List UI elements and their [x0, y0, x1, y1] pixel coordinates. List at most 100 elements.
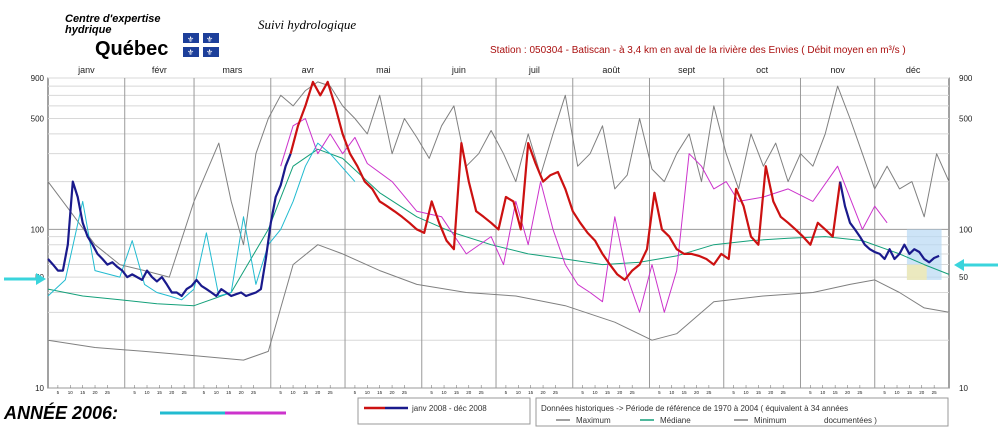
month-label-1: févr — [152, 65, 167, 75]
month-label-2: mars — [222, 65, 242, 75]
org-line-1: Centre d'expertise — [65, 13, 161, 25]
series-2008-nov-dec — [839, 181, 940, 264]
series-2006-second — [280, 118, 888, 313]
day-tick-label: 25 — [328, 390, 334, 395]
day-tick-label: 5 — [658, 390, 661, 395]
day-tick-label: 10 — [68, 390, 74, 395]
day-tick-label: 25 — [630, 390, 636, 395]
day-tick-label: 20 — [169, 390, 175, 395]
day-tick-label: 15 — [528, 390, 534, 395]
right-arrow-icon — [954, 259, 998, 271]
day-tick-label: 15 — [833, 390, 839, 395]
left-arrow-icon — [4, 273, 46, 285]
series-minimum — [47, 244, 950, 361]
day-tick-label: 10 — [442, 390, 448, 395]
day-tick-label: 20 — [845, 390, 851, 395]
day-tick-label: 5 — [581, 390, 584, 395]
annee-label: ANNÉE 2006: — [3, 402, 118, 423]
day-tick-label: 15 — [907, 390, 913, 395]
month-label-4: mai — [376, 65, 391, 75]
day-tick-label: 25 — [402, 390, 408, 395]
day-tick-label: 20 — [541, 390, 547, 395]
day-tick-label: 20 — [315, 390, 321, 395]
day-tick-label: 10 — [516, 390, 522, 395]
day-tick-label: 10 — [365, 390, 371, 395]
month-label-7: août — [602, 65, 620, 75]
day-tick-label: 25 — [932, 390, 938, 395]
day-tick-label: 10 — [744, 390, 750, 395]
day-tick-label: 25 — [182, 390, 188, 395]
day-tick-label: 20 — [694, 390, 700, 395]
day-tick-label: 20 — [919, 390, 925, 395]
day-tick-label: 25 — [857, 390, 863, 395]
y-tick-label-left: 500 — [31, 114, 45, 123]
month-label-5: juin — [451, 65, 466, 75]
month-label-11: déc — [906, 65, 921, 75]
series-2008-jan-mar — [47, 153, 292, 298]
day-tick-label: 25 — [479, 390, 485, 395]
day-tick-label: 25 — [781, 390, 787, 395]
y-tick-label-right: 10 — [959, 384, 968, 393]
day-tick-label: 5 — [133, 390, 136, 395]
day-tick-label: 10 — [593, 390, 599, 395]
series-lines — [47, 80, 950, 361]
day-tick-label: 15 — [226, 390, 232, 395]
series-2008-apr-nov — [289, 80, 842, 281]
day-tick-label: 5 — [57, 390, 60, 395]
legend-max-label: Maximum — [576, 416, 611, 425]
day-tick-label: 20 — [768, 390, 774, 395]
day-tick-label: 10 — [669, 390, 675, 395]
legend-min-label: Minimum — [754, 416, 787, 425]
month-label-10: nov — [830, 65, 845, 75]
day-tick-label: 10 — [820, 390, 826, 395]
day-tick-label: 20 — [466, 390, 472, 395]
series-2006-first — [47, 142, 356, 301]
day-tick-label: 15 — [303, 390, 309, 395]
legend-median-label: Médiane — [660, 416, 691, 425]
svg-text:⚜: ⚜ — [206, 48, 213, 57]
day-tick-label: 5 — [732, 390, 735, 395]
day-tick-label: 25 — [553, 390, 559, 395]
month-label-0: janv — [77, 65, 95, 75]
grid — [48, 77, 949, 389]
day-tick-label: 25 — [105, 390, 111, 395]
current-period-highlight — [906, 229, 942, 280]
day-tick-label: 5 — [430, 390, 433, 395]
highlight-zone-2 — [906, 264, 927, 280]
y-tick-label-right: 100 — [959, 225, 973, 234]
day-tick-label: 5 — [203, 390, 206, 395]
day-tick-label: 10 — [145, 390, 151, 395]
legend-current-box — [357, 397, 531, 425]
day-tick-label: 20 — [239, 390, 245, 395]
day-tick-label: 15 — [682, 390, 688, 395]
legend-current-label: janv 2008 - déc 2008 — [411, 404, 487, 413]
day-tick-label: 15 — [454, 390, 460, 395]
quebec-flag-icon: ⚜ ⚜ ⚜ ⚜ — [183, 33, 219, 57]
org-line-2: hydrique — [65, 24, 111, 36]
y-tick-label-right: 900 — [959, 74, 973, 83]
day-tick-label: 10 — [895, 390, 901, 395]
y-tick-label-left: 10 — [35, 384, 44, 393]
svg-text:⚜: ⚜ — [206, 35, 213, 44]
org-name: Québec — [95, 38, 168, 60]
y-tick-label-left: 900 — [31, 74, 45, 83]
day-tick-label: 10 — [214, 390, 220, 395]
y-tick-label-left: 100 — [31, 225, 45, 234]
day-tick-label: 5 — [505, 390, 508, 395]
y-tick-label-right: 50 — [959, 273, 968, 282]
hist-text-2: documentées ) — [824, 416, 877, 425]
svg-text:⚜: ⚜ — [187, 48, 194, 57]
day-tick-label: 5 — [883, 390, 886, 395]
station-title: Station : 050304 - Batiscan - à 3,4 km e… — [490, 45, 906, 56]
day-tick-label: 20 — [390, 390, 396, 395]
day-tick-label: 5 — [354, 390, 357, 395]
legend-hist-box — [535, 397, 949, 427]
axis-labels: janv 5 10 15 20 25 févr 5 10 15 20 25 mars 5 10 15 20 25 a… — [31, 65, 973, 395]
day-tick-label: 15 — [80, 390, 86, 395]
month-label-8: sept — [678, 65, 696, 75]
month-label-9: oct — [756, 65, 769, 75]
day-tick-label: 25 — [251, 390, 257, 395]
day-tick-label: 25 — [706, 390, 712, 395]
day-tick-label: 10 — [291, 390, 297, 395]
